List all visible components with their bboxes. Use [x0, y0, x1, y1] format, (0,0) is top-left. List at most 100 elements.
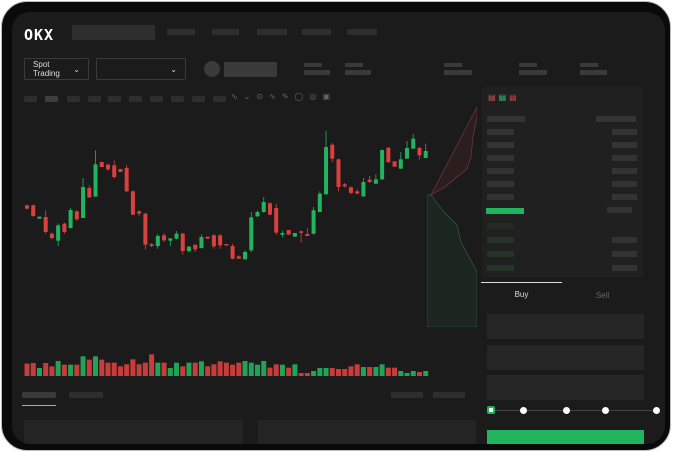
slider-track[interactable] [490, 410, 658, 411]
buy-submit-button[interactable] [487, 430, 644, 444]
nav-item[interactable] [167, 29, 195, 35]
volume-bar [223, 362, 229, 376]
ask-price [487, 155, 514, 161]
spot-trading-dropdown[interactable]: Spot Trading ⌄ [24, 58, 89, 80]
sell-tab[interactable]: Sell [595, 291, 610, 300]
book-header [487, 116, 525, 122]
slider-step-75[interactable] [602, 407, 609, 414]
indicator-icon[interactable]: ∿ [231, 92, 244, 101]
candle-body [398, 159, 403, 169]
volume-bar [217, 361, 223, 376]
timeframe-button[interactable] [67, 96, 80, 102]
target-icon[interactable]: ◎ [309, 92, 323, 101]
volume-bar [186, 362, 192, 376]
spot-trading-label: Spot Trading [33, 60, 60, 78]
candle-body [267, 203, 272, 215]
volume-bar [211, 364, 217, 376]
timeframe-button[interactable] [213, 96, 226, 102]
bid-amount [612, 251, 637, 257]
pen-icon[interactable]: ✎ [281, 92, 295, 101]
chart-type-icon[interactable]: ⌄ [243, 92, 257, 101]
slider-step-50[interactable] [563, 407, 570, 414]
candle-body [423, 151, 428, 158]
timeframe-button[interactable] [24, 96, 37, 102]
bottom-action[interactable] [433, 392, 465, 398]
candle-body [162, 235, 167, 241]
line-icon[interactable]: ∿ [269, 92, 282, 101]
slider-step-25[interactable] [520, 407, 527, 414]
volume-bar [205, 366, 211, 376]
both-sides-view-icon[interactable]: ▤ [488, 93, 499, 102]
bids-view-icon[interactable]: ▤ [498, 93, 510, 102]
buy-tab-underline [481, 282, 562, 283]
candle-body [311, 210, 316, 234]
timeframe-button[interactable] [150, 96, 163, 102]
candle-body [105, 164, 110, 170]
candle-body [87, 188, 92, 198]
book-header [596, 116, 636, 122]
volume-bar [68, 364, 74, 376]
volume-bar [392, 367, 398, 376]
okx-logo[interactable]: OKX [24, 26, 55, 44]
nav-item[interactable] [302, 29, 331, 35]
buy-tab[interactable]: Buy [514, 290, 529, 299]
total-input[interactable] [487, 375, 644, 400]
circle-icon[interactable]: ◯ [294, 92, 310, 101]
timeframe-button[interactable] [129, 96, 142, 102]
timeframe-button[interactable] [171, 96, 184, 102]
slider-handle[interactable] [487, 406, 495, 414]
timeframe-button[interactable] [192, 96, 205, 102]
amount-input[interactable] [487, 345, 644, 370]
slider-step-100[interactable] [653, 407, 660, 414]
candle-body [261, 202, 266, 212]
bid-price [487, 223, 514, 229]
ask-price [487, 181, 514, 187]
candle-body [299, 231, 304, 233]
nav-item[interactable] [257, 29, 287, 35]
volume-bar [248, 362, 254, 376]
volume-bar [49, 366, 55, 376]
candle-body [74, 211, 79, 220]
bottom-action[interactable] [391, 392, 423, 398]
volume-bar [379, 364, 385, 376]
volume-bar [99, 359, 105, 376]
volume-bar [43, 363, 49, 376]
price-input[interactable] [487, 314, 644, 339]
drawing-tools: ∿⌄⊙∿✎◯◎▣ [231, 92, 336, 101]
volume-bar [93, 356, 99, 376]
nav-item[interactable] [347, 29, 377, 35]
pair-dropdown[interactable]: ⌄ [96, 58, 186, 80]
candle-body [112, 165, 117, 177]
bottom-tab[interactable] [69, 392, 103, 398]
candle-body [367, 179, 372, 182]
candle-body [124, 168, 129, 192]
volume-bar [416, 372, 422, 376]
bottom-tab-active[interactable] [22, 392, 56, 398]
bid-price [487, 251, 514, 257]
volume-bar [180, 366, 186, 376]
search-bar[interactable] [72, 25, 155, 40]
candle-body [62, 223, 67, 232]
timeframe-button[interactable] [88, 96, 101, 102]
volume-bar [242, 361, 248, 376]
candle-body [43, 217, 48, 232]
volume-bar [329, 368, 335, 376]
timeframe-button[interactable] [45, 96, 58, 102]
nav-item[interactable] [212, 29, 239, 35]
stat-label [304, 63, 322, 67]
candlestick-chart[interactable] [12, 107, 482, 377]
stat-value [444, 70, 472, 75]
expand-icon[interactable]: ▣ [322, 92, 337, 101]
volume-bar [55, 361, 61, 376]
candle-body [211, 235, 216, 247]
asks-view-icon[interactable]: ▤ [509, 93, 520, 102]
volume-bar [161, 362, 167, 376]
settings-icon[interactable]: ⊙ [256, 92, 270, 101]
candle-body [286, 230, 291, 235]
volume-bar [298, 373, 304, 376]
order-book-view-toggles: ▤▤▤ [488, 93, 520, 102]
bid-depth-area [427, 194, 477, 327]
timeframe-button[interactable] [108, 96, 121, 102]
volume-bar [261, 361, 267, 376]
